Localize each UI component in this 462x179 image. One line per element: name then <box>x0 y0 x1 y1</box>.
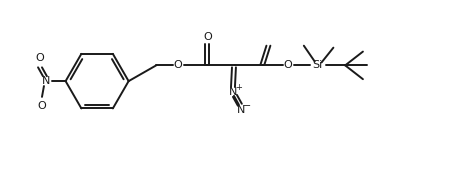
Text: O: O <box>37 101 46 111</box>
Text: N: N <box>237 105 245 115</box>
Text: O: O <box>203 32 212 42</box>
Text: O: O <box>36 54 44 64</box>
Text: O: O <box>173 60 182 70</box>
Text: +: + <box>236 83 242 91</box>
Text: N: N <box>229 87 237 97</box>
Text: −: − <box>243 101 251 111</box>
Text: O: O <box>284 60 292 70</box>
Text: N: N <box>42 76 50 86</box>
Text: Si: Si <box>312 60 323 70</box>
